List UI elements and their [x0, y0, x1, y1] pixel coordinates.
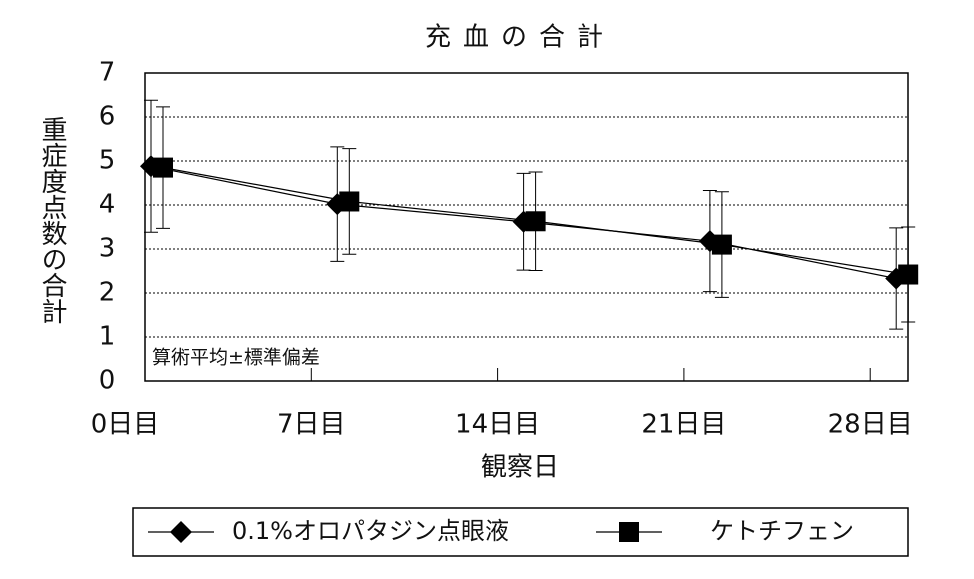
y-tick-label: 4	[99, 190, 116, 220]
legend-box	[132, 507, 909, 557]
x-axis-label: 観察日	[481, 453, 559, 483]
legend-label: 0.1%オロパタジン点眼液	[232, 517, 509, 545]
marker	[898, 264, 919, 285]
x-tick-label: 21日目	[641, 410, 726, 440]
x-tick-label: 7日目	[277, 410, 346, 440]
marker	[525, 211, 546, 232]
y-tick-label: 3	[99, 234, 116, 264]
marker	[153, 157, 173, 178]
marker	[170, 521, 192, 543]
x-tick-label: 0日目	[91, 410, 160, 440]
y-tick-label: 6	[99, 102, 116, 132]
marker	[339, 191, 360, 212]
legend-label: ケトチフェン	[710, 517, 854, 545]
annotation: 算術平均±標準偏差	[152, 347, 320, 369]
marker	[711, 234, 732, 255]
y-tick-label: 7	[99, 58, 116, 88]
y-tick-label: 0	[99, 366, 116, 396]
y-axis-label: 重症度点数の合計	[37, 116, 67, 324]
marker	[619, 522, 639, 542]
x-tick-label: 28日目	[828, 410, 913, 440]
y-tick-label: 5	[99, 146, 116, 176]
y-tick-label: 2	[99, 278, 116, 308]
chart-title: 充血の合計	[425, 23, 615, 53]
x-tick-label: 14日目	[455, 410, 540, 440]
y-tick-label: 1	[99, 322, 116, 352]
